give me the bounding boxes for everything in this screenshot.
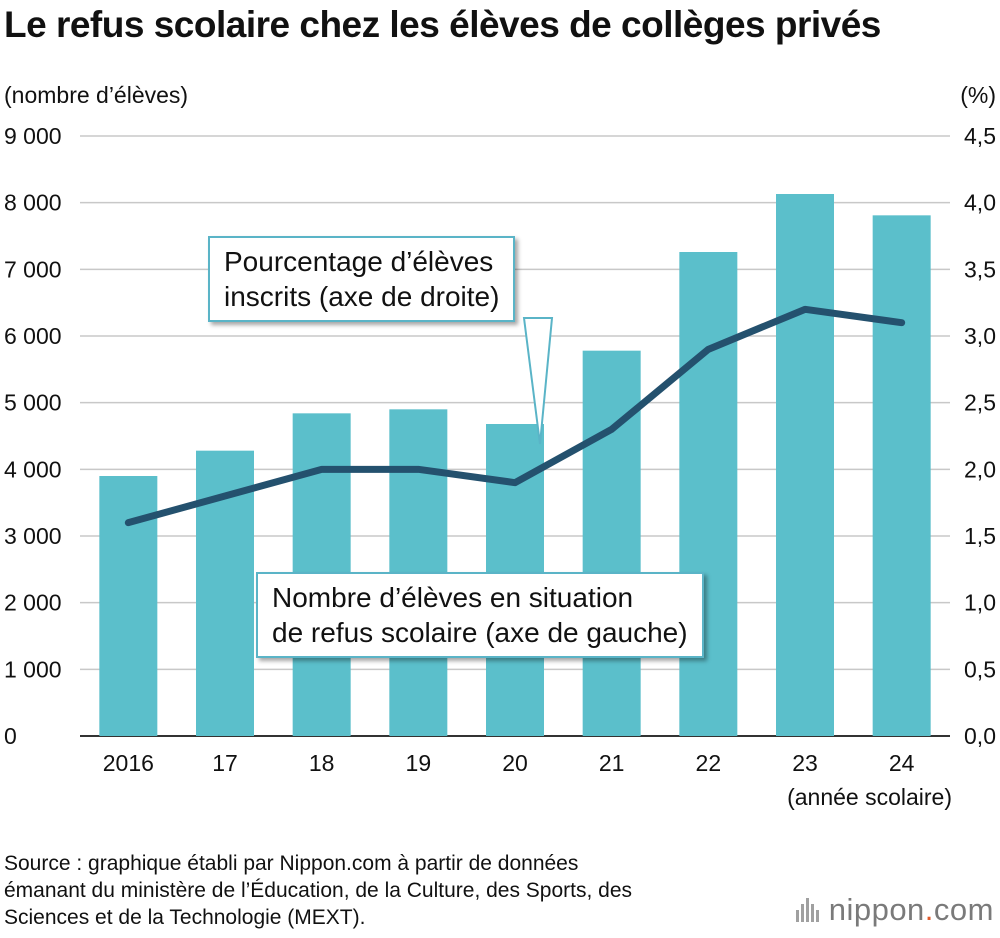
line-callout-text-1: Pourcentage d’élèves (224, 246, 494, 277)
logo-bars-icon (795, 898, 821, 922)
x-axis-label: (année scolaire) (787, 784, 952, 810)
right-tick-label: 0,5 (964, 656, 996, 682)
right-tick-label: 1,0 (964, 590, 996, 616)
source-line-3: Sciences et de la Technologie (MEXT). (4, 906, 366, 929)
bar-callout-text-1: Nombre d’élèves en situation (272, 582, 634, 613)
chart-title: Le refus scolaire chez les élèves de col… (4, 4, 881, 45)
x-tick-label: 19 (406, 750, 432, 776)
left-tick-label: 1 000 (4, 656, 62, 682)
x-tick-label: 2016 (103, 750, 154, 776)
right-tick-label: 3,0 (964, 323, 996, 349)
left-tick-label: 2 000 (4, 590, 62, 616)
source-note: Source : graphique établi par Nippon.com… (4, 850, 632, 931)
source-line-2: émanant du ministère de l’Éducation, de … (4, 879, 633, 902)
left-tick-label: 9 000 (4, 123, 62, 149)
bar (872, 215, 931, 737)
right-tick-label: 2,0 (964, 456, 996, 482)
callout-pointer (522, 317, 554, 445)
line-callout-text-2: inscrits (axe de droite) (224, 281, 500, 312)
x-tick-label: 18 (309, 750, 335, 776)
bar-series-callout: Nombre d’élèves en situation de refus sc… (256, 572, 704, 658)
x-tick-label: 24 (889, 750, 915, 776)
source-line-1: Source : graphique établi par Nippon.com… (4, 852, 579, 875)
left-tick-label: 0 (4, 723, 17, 749)
right-tick-label: 4,5 (964, 123, 996, 149)
left-tick-label: 6 000 (4, 323, 62, 349)
right-axis-unit: (%) (960, 82, 996, 108)
x-tick-label: 22 (696, 750, 722, 776)
right-tick-label: 4,0 (964, 190, 996, 216)
left-tick-label: 7 000 (4, 256, 62, 282)
x-tick-label: 21 (599, 750, 625, 776)
logo-dot: . (924, 892, 934, 927)
right-tick-label: 3,5 (964, 256, 996, 282)
right-tick-label: 0,0 (964, 723, 996, 749)
right-tick-label: 1,5 (964, 523, 996, 549)
nippon-logo: nippon. com (795, 892, 994, 928)
left-axis-unit: (nombre d’élèves) (4, 82, 189, 108)
x-tick-label: 17 (212, 750, 238, 776)
logo-name: nippon (828, 892, 925, 927)
line-series-callout: Pourcentage d’élèves inscrits (axe de dr… (208, 236, 516, 322)
x-tick-label: 20 (502, 750, 528, 776)
x-tick-label: 23 (792, 750, 818, 776)
logo-tld: com (933, 892, 994, 927)
right-tick-label: 2,5 (964, 390, 996, 416)
left-tick-label: 4 000 (4, 456, 62, 482)
left-tick-label: 3 000 (4, 523, 62, 549)
bar (776, 194, 834, 736)
bar-callout-text-2: de refus scolaire (axe de gauche) (272, 617, 688, 648)
left-tick-label: 5 000 (4, 390, 62, 416)
left-tick-label: 8 000 (4, 190, 62, 216)
bar (679, 252, 738, 736)
